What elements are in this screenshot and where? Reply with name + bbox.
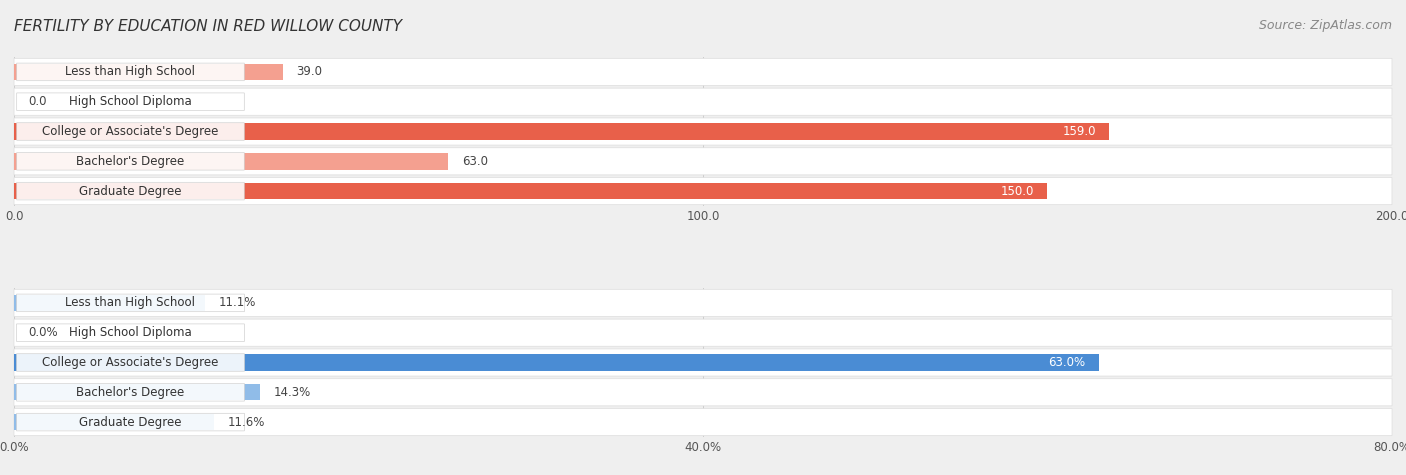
Text: 159.0: 159.0 — [1062, 125, 1095, 138]
FancyBboxPatch shape — [17, 383, 245, 401]
FancyBboxPatch shape — [14, 148, 1392, 175]
Bar — [14, 124, 1109, 140]
Text: Less than High School: Less than High School — [66, 296, 195, 309]
FancyBboxPatch shape — [14, 88, 1392, 115]
Text: High School Diploma: High School Diploma — [69, 95, 191, 108]
Bar — [14, 64, 283, 80]
Text: 11.1%: 11.1% — [219, 296, 256, 309]
Text: Bachelor's Degree: Bachelor's Degree — [76, 155, 184, 168]
Bar — [14, 384, 260, 400]
Bar — [14, 153, 449, 170]
Text: 0.0%: 0.0% — [28, 326, 58, 339]
Bar — [14, 294, 205, 311]
FancyBboxPatch shape — [17, 354, 245, 371]
FancyBboxPatch shape — [17, 294, 245, 312]
Text: 63.0%: 63.0% — [1049, 356, 1085, 369]
Bar — [14, 414, 214, 430]
FancyBboxPatch shape — [14, 408, 1392, 436]
Text: 11.6%: 11.6% — [228, 416, 264, 428]
Bar — [14, 183, 1047, 200]
Text: College or Associate's Degree: College or Associate's Degree — [42, 125, 219, 138]
FancyBboxPatch shape — [14, 178, 1392, 205]
FancyBboxPatch shape — [17, 324, 245, 342]
Text: FERTILITY BY EDUCATION IN RED WILLOW COUNTY: FERTILITY BY EDUCATION IN RED WILLOW COU… — [14, 19, 402, 34]
FancyBboxPatch shape — [14, 289, 1392, 316]
FancyBboxPatch shape — [14, 349, 1392, 376]
Text: 14.3%: 14.3% — [274, 386, 311, 399]
Text: Bachelor's Degree: Bachelor's Degree — [76, 386, 184, 399]
Text: 0.0: 0.0 — [28, 95, 46, 108]
Text: College or Associate's Degree: College or Associate's Degree — [42, 356, 219, 369]
FancyBboxPatch shape — [17, 63, 245, 81]
FancyBboxPatch shape — [17, 152, 245, 170]
FancyBboxPatch shape — [14, 319, 1392, 346]
Bar — [14, 354, 1099, 371]
Text: High School Diploma: High School Diploma — [69, 326, 191, 339]
FancyBboxPatch shape — [17, 413, 245, 431]
Text: Less than High School: Less than High School — [66, 66, 195, 78]
FancyBboxPatch shape — [14, 58, 1392, 86]
FancyBboxPatch shape — [14, 118, 1392, 145]
FancyBboxPatch shape — [17, 182, 245, 200]
Text: Graduate Degree: Graduate Degree — [79, 185, 181, 198]
Text: 39.0: 39.0 — [297, 66, 322, 78]
Text: Source: ZipAtlas.com: Source: ZipAtlas.com — [1258, 19, 1392, 32]
Text: Graduate Degree: Graduate Degree — [79, 416, 181, 428]
FancyBboxPatch shape — [17, 93, 245, 111]
FancyBboxPatch shape — [17, 123, 245, 140]
Text: 150.0: 150.0 — [1000, 185, 1033, 198]
FancyBboxPatch shape — [14, 379, 1392, 406]
Text: 63.0: 63.0 — [463, 155, 488, 168]
